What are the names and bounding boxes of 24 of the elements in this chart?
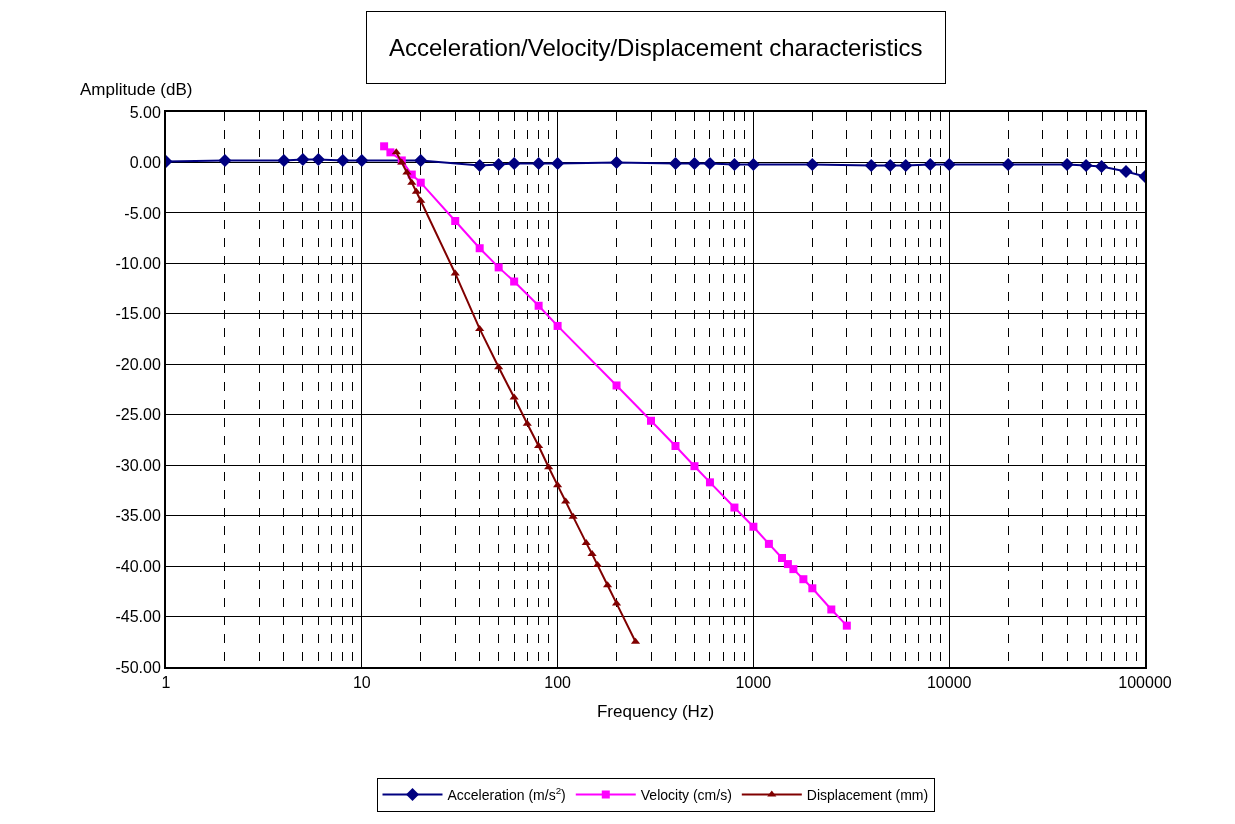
legend-label: Displacement (mm) <box>806 787 929 804</box>
y-tick-label: -5.00 <box>124 204 161 222</box>
y-tick-label: -45.00 <box>115 608 161 626</box>
y-tick-label: -10.00 <box>115 254 161 272</box>
y-tick-label: 5.00 <box>129 103 161 121</box>
y-tick-label: 0.00 <box>129 154 161 172</box>
y-tick-label: -50.00 <box>115 658 161 676</box>
y-axis-title: Amplitude (dB) <box>80 80 193 99</box>
legend-label: Velocity (cm/s) <box>640 787 732 804</box>
legend-label: Acceleration (m/s$^{2}$) <box>447 785 566 804</box>
y-tick-label: -20.00 <box>115 355 161 373</box>
chart-title: Acceleration/Velocity/Displacement characteristics <box>389 34 923 61</box>
y-tick-label: -35.00 <box>115 507 161 525</box>
x-tick-label: 1 <box>161 674 171 692</box>
x-tick-label: 100 <box>544 674 572 692</box>
y-tick-label: -15.00 <box>115 305 161 323</box>
x-tick-label: 100000 <box>1118 674 1172 692</box>
x-tick-label: 10 <box>352 674 371 692</box>
x-axis-title: Frequency (Hz) <box>596 702 715 722</box>
y-tick-label: -30.00 <box>115 456 161 474</box>
y-tick-label: -25.00 <box>115 406 161 424</box>
x-tick-label: 10000 <box>926 674 972 692</box>
x-tick-label: 1000 <box>735 674 772 692</box>
y-tick-label: -40.00 <box>115 557 161 575</box>
